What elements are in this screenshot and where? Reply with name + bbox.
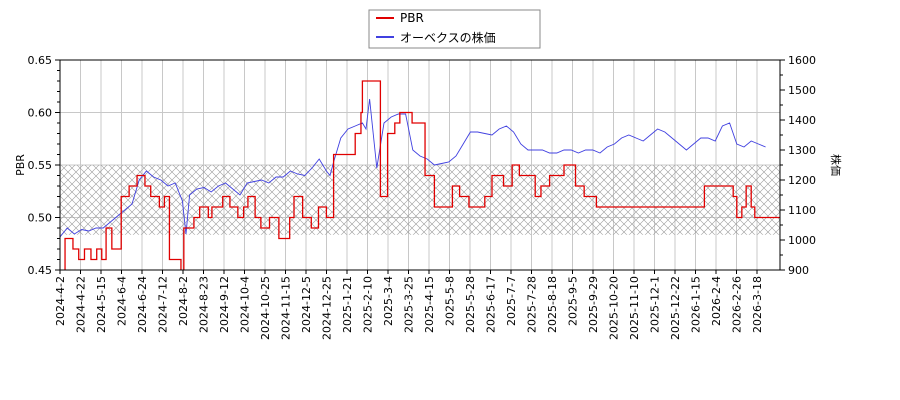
left-tick-label: 0.65 [28,54,53,67]
x-tick-label: 2024-4-2 [54,276,67,326]
left-tick-label: 0.45 [28,264,53,277]
x-tick-label: 2024-8-23 [198,276,211,333]
right-tick-label: 1200 [788,174,816,187]
x-tick-label: 2024-11-15 [280,276,293,340]
right-tick-label: 1400 [788,114,816,127]
x-tick-label: 2025-4-15 [423,276,436,333]
left-y-axis: 0.45 0.50 0.55 0.60 0.65 [28,54,60,277]
x-tick-label: 2025-7-7 [505,276,518,326]
pbr-series-line [64,80,780,270]
x-tick-label: 2025-9-29 [587,276,600,333]
x-axis: 2024-4-2 2024-4-22 2024-5-15 2024-6-4 2024-6… [54,270,764,340]
x-tick-label: 2025-6-17 [485,276,498,333]
x-tick-label: 2024-12-5 [300,276,313,333]
legend-price-label: オーベクスの株価 [400,30,496,45]
legend-pbr-label: PBR [400,11,424,25]
legend: PBR オーベクスの株価 [368,9,541,49]
x-tick-label: 2025-12-1 [649,276,662,333]
left-tick-label: 0.50 [28,212,53,225]
x-tick-label: 2025-7-28 [526,276,539,333]
right-tick-label: 1100 [788,204,816,217]
x-tick-label: 2025-3-4 [382,276,395,326]
left-axis-label: PBR [14,154,27,176]
right-axis-label: 株価 [829,154,843,176]
right-tick-label: 900 [788,264,809,277]
x-tick-label: 2025-3-25 [403,276,416,333]
x-tick-label: 2024-6-24 [136,276,149,333]
x-tick-label: 2024-8-2 [177,276,190,326]
x-tick-label: 2026-1-15 [690,276,703,333]
x-tick-label: 2025-9-5 [567,276,580,326]
right-y-axis: 900 1000 1100 1200 1300 1400 1500 1600 [780,54,816,277]
x-tick-label: 2025-10-20 [608,276,621,340]
left-tick-label: 0.55 [28,159,53,172]
x-tick-label: 2025-1-21 [341,276,354,333]
x-tick-label: 2025-12-22 [669,276,682,340]
right-tick-label: 1500 [788,84,816,97]
right-tick-label: 1600 [788,54,816,67]
x-tick-label: 2025-11-10 [628,276,641,340]
right-tick-label: 1300 [788,144,816,157]
x-tick-label: 2026-3-18 [751,276,764,333]
x-tick-label: 2025-5-28 [464,276,477,333]
x-tick-label: 2025-2-10 [362,276,375,333]
x-tick-label: 2026-2-4 [710,276,723,326]
x-tick-label: 2025-8-18 [546,276,559,333]
x-tick-label: 2024-10-4 [239,276,252,333]
x-tick-label: 2024-4-22 [75,276,88,333]
left-tick-label: 0.60 [28,107,53,120]
x-tick-label: 2024-7-12 [157,276,170,333]
x-tick-label: 2026-2-26 [731,276,744,333]
x-tick-label: 2024-12-25 [321,276,334,340]
x-tick-label: 2024-5-15 [95,276,108,333]
x-tick-label: 2024-10-25 [259,276,272,340]
right-tick-label: 1000 [788,234,816,247]
x-tick-label: 2024-6-4 [116,276,129,326]
shaded-band [60,165,780,235]
x-tick-label: 2024-9-12 [218,276,231,333]
x-tick-label: 2025-5-8 [444,276,457,326]
price-series-line [60,98,766,238]
